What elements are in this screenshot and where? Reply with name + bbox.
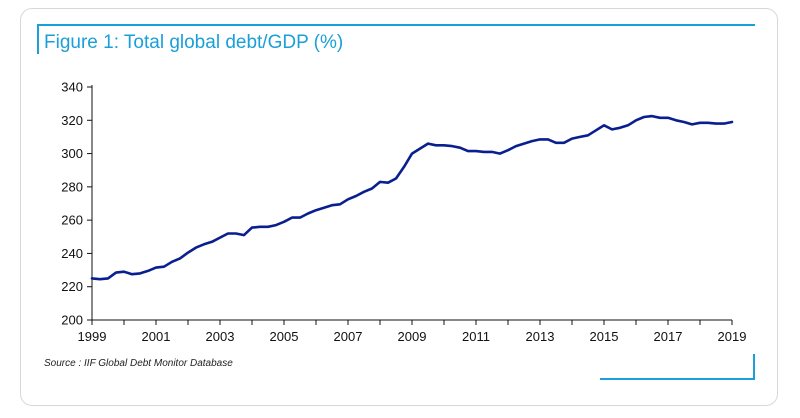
y-tick-label: 260 xyxy=(61,213,83,228)
series-line-debt-gdp xyxy=(90,114,734,281)
x-tick-label: 2011 xyxy=(462,329,490,344)
frame-accent-top xyxy=(37,24,755,26)
chart-title: Figure 1: Total global debt/GDP (%) xyxy=(44,32,344,53)
x-tick-label: 2005 xyxy=(270,329,299,344)
x-tick-label: 2009 xyxy=(398,329,427,344)
x-tick-label: 2015 xyxy=(590,329,619,344)
source-note: Source : IIF Global Debt Monitor Databas… xyxy=(44,358,233,369)
x-tick-label: 2013 xyxy=(526,329,555,344)
chart-card xyxy=(20,8,778,406)
y-tick-label: 220 xyxy=(61,279,83,294)
y-tick-label: 240 xyxy=(61,246,83,261)
x-tick-label: 2017 xyxy=(654,329,683,344)
y-tick-label: 320 xyxy=(61,113,83,128)
x-axis: 1999 2001 2003 2005 2007 2009 2011 2013 2015 2017… xyxy=(78,319,747,344)
x-tick-label: 2003 xyxy=(206,329,235,344)
y-axis: 200 220 240 260 280 300 320 340 xyxy=(61,80,93,328)
y-tick-label: 280 xyxy=(61,179,83,194)
y-tick-label: 340 xyxy=(61,80,83,95)
x-tick-label: 2007 xyxy=(334,329,363,344)
x-tick-label: 1999 xyxy=(78,329,107,344)
y-tick-label: 200 xyxy=(61,313,83,328)
frame-accent-bottom xyxy=(600,378,755,380)
x-tick-label: 2019 xyxy=(718,329,747,344)
frame-accent-left xyxy=(37,24,39,54)
y-tick-label: 300 xyxy=(61,146,83,161)
frame-accent-right xyxy=(753,354,755,380)
series-group xyxy=(90,114,734,281)
x-tick-label: 2001 xyxy=(142,329,171,344)
